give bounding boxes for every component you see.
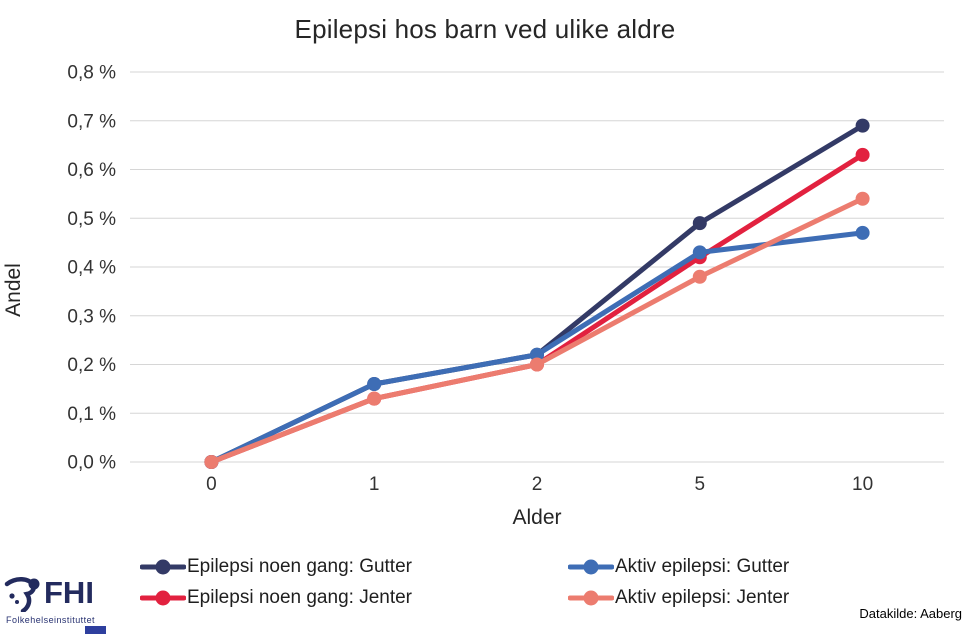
legend-column-right: Aktiv epilepsi: Gutter Aktiv epilepsi: Je… [568, 552, 789, 612]
x-tick-label: 10 [852, 474, 873, 495]
data-point [855, 147, 870, 162]
data-point [530, 357, 544, 372]
legend-marker-icon [568, 590, 614, 605]
series-line [210, 123, 864, 465]
y-axis-title: Andel [2, 263, 25, 317]
x-tick-label: 2 [532, 474, 543, 495]
data-point [367, 391, 382, 406]
y-tick-label: 0,3 % [67, 306, 116, 327]
legend-item: Epilepsi noen gang: Jenter [140, 583, 412, 612]
data-source-label: Datakilde: Aaberg [859, 606, 962, 621]
legend-column-left: Epilepsi noen gang: Gutter Epilepsi noen … [140, 552, 412, 612]
legend-label: Epilepsi noen gang: Jenter [187, 586, 412, 608]
legend-marker-icon [140, 559, 186, 574]
y-tick-label: 0,1 % [67, 404, 116, 425]
y-tick-label: 0,6 % [67, 160, 116, 181]
y-tick-label: 0,0 % [67, 453, 116, 474]
data-point [367, 377, 382, 391]
y-tick-label: 0,8 % [67, 63, 116, 84]
data-point [530, 347, 544, 362]
series-line [210, 196, 864, 465]
x-tick-label: 1 [369, 474, 380, 495]
data-point [692, 269, 707, 284]
legend-label: Epilepsi noen gang: Gutter [187, 555, 412, 577]
legend-item: Aktiv epilepsi: Jenter [568, 583, 789, 612]
legend-item: Epilepsi noen gang: Gutter [140, 552, 412, 581]
data-point [692, 245, 707, 260]
x-tick-label: 0 [206, 474, 217, 495]
legend-item: Aktiv epilepsi: Gutter [568, 552, 789, 581]
y-tick-label: 0,7 % [67, 111, 116, 132]
fhi-logo: FHI Folkehelseinstituttet [4, 576, 134, 625]
x-tick-label: 5 [695, 474, 706, 495]
y-tick-label: 0,5 % [67, 209, 116, 230]
fhi-logo-subtext: Folkehelseinstituttet [6, 615, 95, 625]
fhi-logo-icon [4, 577, 40, 612]
y-tick-label: 0,2 % [67, 355, 116, 376]
logo-accent-bar [85, 626, 106, 634]
data-point [692, 216, 707, 231]
data-point [855, 118, 870, 133]
legend-label: Aktiv epilepsi: Gutter [615, 555, 790, 577]
data-point [855, 225, 870, 240]
x-axis-title: Alder [512, 506, 562, 529]
data-point [855, 191, 870, 206]
chart-title: Epilepsi hos barn ved ulike aldre [294, 14, 676, 44]
legend-label: Aktiv epilepsi: Jenter [615, 586, 790, 608]
data-point [204, 455, 219, 469]
fhi-logo-text: FHI [44, 575, 94, 610]
y-tick-label: 0,4 % [67, 258, 116, 279]
legend-marker-icon [140, 590, 186, 605]
chart-plot-area: 0,0 % 0,1 % 0,2 % 0,3 % 0,4 % 0,5 % 0,6 % 0,7 %… [67, 63, 944, 495]
legend-marker-icon [568, 559, 614, 574]
